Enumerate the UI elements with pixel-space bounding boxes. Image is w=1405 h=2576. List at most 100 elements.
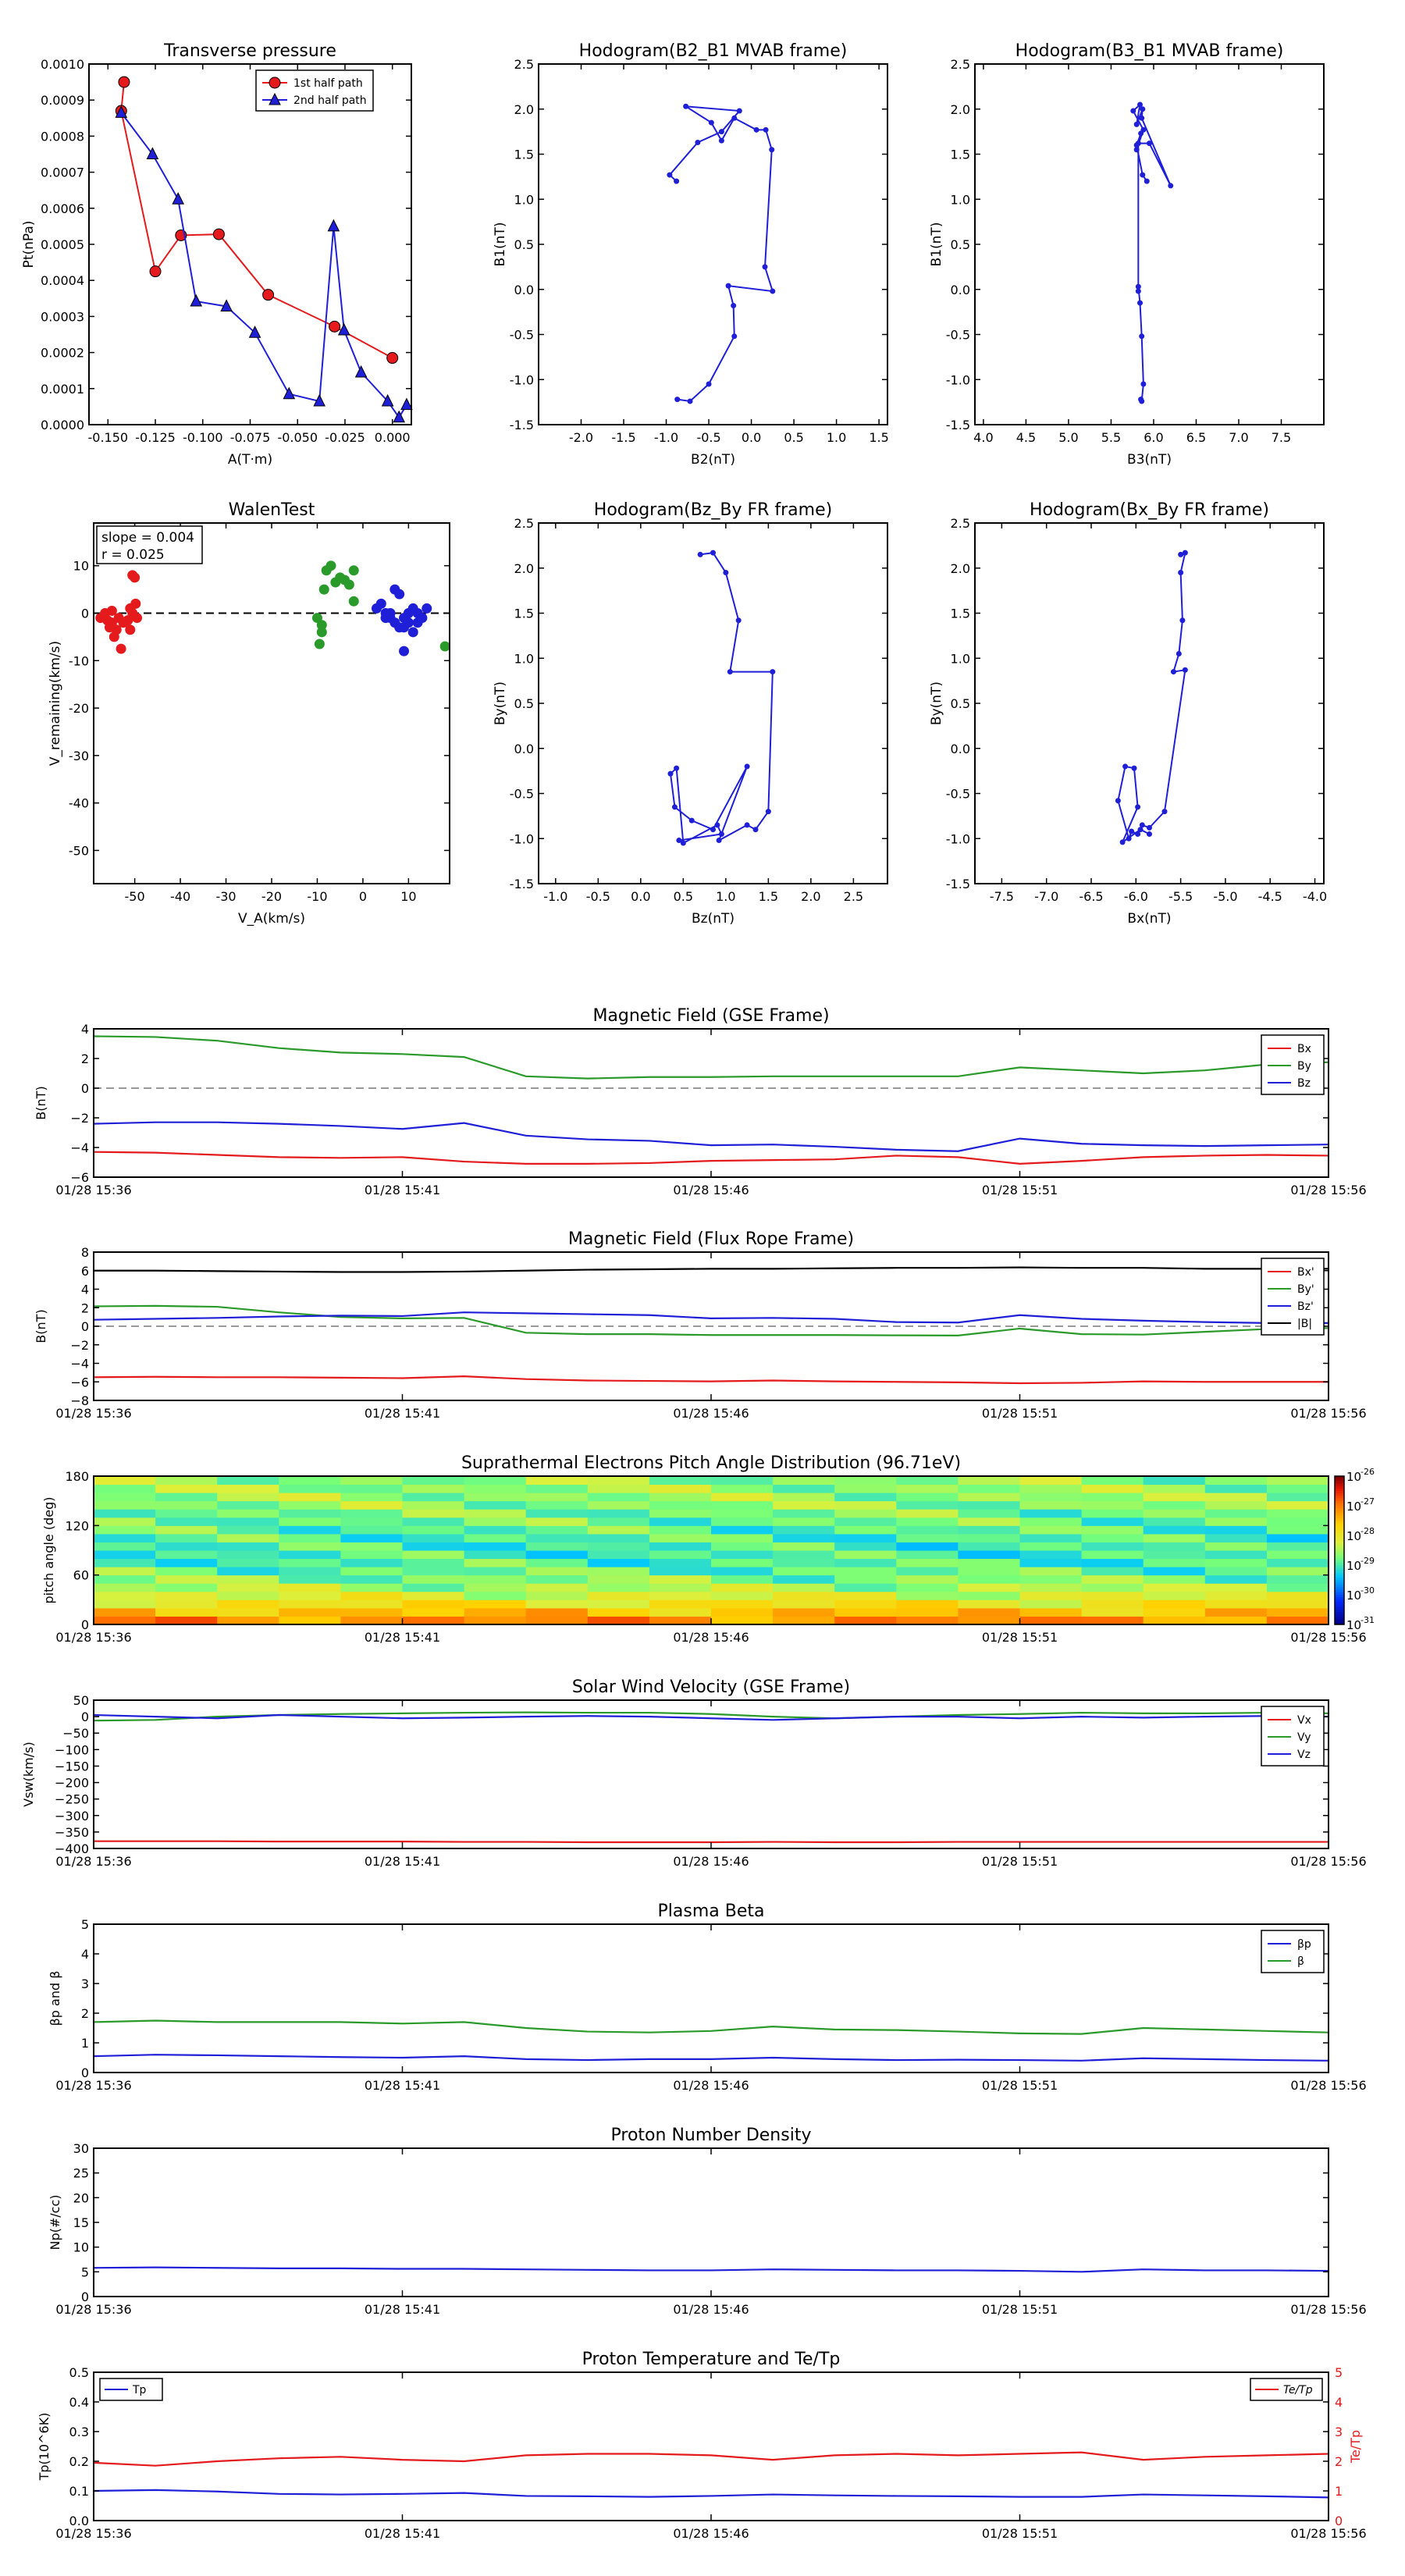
- x-tick-label: -4.0: [1303, 889, 1327, 904]
- y-tick-label: −350: [55, 1825, 89, 1840]
- x-tick-label: 2.0: [801, 889, 820, 904]
- heatmap-cell: [834, 1558, 897, 1567]
- heatmap-cell: [1019, 1484, 1083, 1493]
- heatmap-cell: [958, 1542, 1020, 1551]
- data-point: [1137, 827, 1144, 833]
- x-tick-label: 0.0: [742, 430, 761, 445]
- time-tick-label: 01/28 15:56: [1290, 2526, 1366, 2541]
- heatmap-cell: [525, 1493, 589, 1502]
- x-tick-label: 0: [359, 889, 367, 904]
- y-tick-label: 2.0: [514, 561, 534, 576]
- heatmap-cell: [155, 1525, 218, 1535]
- heatmap-cell: [155, 1542, 218, 1551]
- chart-title: Plasma Beta: [658, 1902, 765, 1921]
- heatmap-cell: [1081, 1525, 1144, 1535]
- x-tick-label: -5.5: [1168, 889, 1193, 904]
- y-tick-label: 0.0000: [41, 418, 84, 432]
- heatmap-cell: [279, 1591, 341, 1600]
- heatmap-cell: [773, 1574, 835, 1584]
- data-point: [393, 410, 406, 423]
- colorbar-cell: [1335, 1619, 1344, 1623]
- y-tick-label: 2.5: [951, 57, 970, 72]
- heatmap-cell: [279, 1533, 341, 1542]
- time-tick-label: 01/28 15:51: [982, 1406, 1058, 1421]
- time-tick-label: 01/28 15:41: [365, 2526, 440, 2541]
- data-point: [697, 551, 703, 557]
- y-axis-label: By(nT): [493, 681, 508, 725]
- heatmap-cell: [649, 1476, 712, 1485]
- heatmap-cell: [1204, 1583, 1268, 1592]
- y-tick-label: 0.5: [514, 237, 534, 252]
- heatmap-cell: [587, 1509, 650, 1518]
- y-tick-label: 60: [73, 1568, 89, 1583]
- heatmap-cell: [773, 1500, 835, 1510]
- heatmap-cell: [896, 1574, 959, 1584]
- heatmap-cell: [1081, 1607, 1144, 1617]
- y2-axis-label: Te/Tp: [1348, 2430, 1363, 2464]
- heatmap-cell: [340, 1500, 403, 1510]
- heatmap-cell: [711, 1500, 774, 1510]
- heatmap-cell: [958, 1599, 1020, 1609]
- heatmap-cell: [340, 1509, 403, 1518]
- y-tick-label: −200: [55, 1776, 89, 1791]
- y-tick-label: 2.5: [951, 516, 970, 531]
- heatmap-cell: [94, 1567, 156, 1576]
- heatmap-cell: [464, 1550, 527, 1560]
- heatmap-cell: [1266, 1533, 1329, 1542]
- heatmap-cell: [711, 1550, 774, 1560]
- series-line-By': [93, 1304, 1329, 1336]
- heatmap-cell: [464, 1616, 527, 1625]
- heatmap-cell: [896, 1542, 959, 1551]
- data-point: [674, 178, 680, 184]
- series-line-By: [93, 1035, 1329, 1080]
- y-tick-label: 0.5: [514, 696, 534, 711]
- heatmap-cell: [217, 1542, 279, 1551]
- y-tick-label: 2: [81, 1051, 89, 1066]
- data-point: [1135, 141, 1141, 147]
- data-point: [172, 192, 184, 205]
- y-tick-label: 2.0: [951, 102, 970, 117]
- y-tick-label: -1.5: [510, 418, 534, 432]
- heatmap-cell: [1204, 1500, 1268, 1510]
- data-point: [262, 289, 275, 301]
- colorbar-cell: [1335, 1485, 1344, 1489]
- data-point: [1147, 824, 1152, 831]
- heatmap-cell: [217, 1583, 279, 1592]
- heatmap-cell: [1266, 1500, 1329, 1510]
- x-tick-label: 0.000: [375, 430, 411, 445]
- x-axis-label: Bx(nT): [1127, 911, 1171, 927]
- data-point: [111, 624, 122, 635]
- data-point: [422, 603, 432, 614]
- series-line-β: [93, 2019, 1329, 2035]
- y-tick-label: −50: [62, 1726, 89, 1741]
- heatmap-cell: [217, 1599, 279, 1609]
- colorbar-cell: [1335, 1506, 1344, 1509]
- data-point: [671, 804, 678, 810]
- heatmap-cell: [402, 1574, 465, 1584]
- y-tick-label: 0: [81, 2290, 89, 2304]
- x-tick-label: -20: [261, 889, 282, 904]
- y-tick-label: −2: [70, 1111, 89, 1126]
- y-tick-label: 1.0: [951, 651, 970, 666]
- heatmap-cell: [525, 1500, 589, 1510]
- heatmap-cell: [279, 1484, 341, 1493]
- time-tick-label: 01/28 15:46: [673, 1854, 749, 1869]
- data-point: [130, 572, 140, 583]
- series-line-Bz: [93, 1121, 1329, 1152]
- data-point: [770, 669, 776, 675]
- chart-title: Hodogram(B2_B1 MVAB frame): [579, 41, 848, 61]
- legend-label: By: [1297, 1060, 1311, 1073]
- heatmap-cell: [958, 1500, 1020, 1510]
- y-tick-label: -20: [69, 701, 89, 716]
- data-point: [763, 126, 769, 133]
- colorbar-cell: [1335, 1517, 1344, 1521]
- legend: Vx Vy Vz: [1261, 1706, 1325, 1767]
- data-point: [1137, 300, 1144, 306]
- colorbar-tick-base: 10: [1346, 1559, 1361, 1573]
- y-tick-label: 10: [73, 559, 89, 574]
- heatmap-cell: [711, 1493, 774, 1502]
- heatmap-cell: [464, 1500, 527, 1510]
- heatmap-cell: [155, 1509, 218, 1518]
- data-point: [1137, 101, 1144, 108]
- heatmap-cell: [340, 1616, 403, 1625]
